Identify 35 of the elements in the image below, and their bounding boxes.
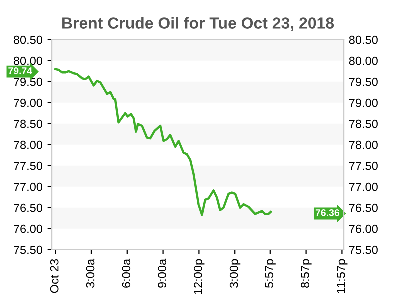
x-tick-label: 6:00a — [122, 258, 131, 288]
annotation: 76.36 — [316, 210, 340, 216]
y2-tick-label: 80.00 — [349, 56, 378, 66]
y-tick-label: 80.00 — [14, 56, 43, 66]
y-tick-label: 79.50 — [14, 78, 43, 86]
y2-tick-label: 78.50 — [349, 120, 378, 128]
y-tick-label: 77.50 — [14, 162, 43, 170]
y2-tick-label: 75.50 — [349, 246, 378, 254]
x-tick-label: 3:00a — [86, 258, 95, 288]
y-tick-label: 77.00 — [14, 182, 43, 192]
chart-title: Brent Crude Oil for Tue Oct 23, 2018 — [62, 17, 334, 32]
x-tick-label: 12:00p — [194, 259, 205, 294]
y-tick-label: 78.00 — [14, 140, 43, 150]
y2-tick-label: 79.50 — [349, 78, 378, 86]
y-tick-label: 79.00 — [14, 98, 43, 108]
x-tick-label: 5:57p — [265, 259, 276, 288]
y2-tick-label: 80.50 — [349, 36, 378, 44]
y-tick-label: 80.50 — [14, 36, 43, 44]
y2-tick-label: 77.50 — [349, 162, 378, 170]
y-tick-label: 75.50 — [14, 246, 43, 254]
y2-tick-label: 76.50 — [349, 204, 378, 212]
line-series — [54, 68, 272, 216]
x-tick-label: 3:00p — [230, 259, 241, 288]
x-tick-label: 11:57p — [337, 259, 348, 294]
y2-tick-label: 77.00 — [349, 182, 378, 192]
y-tick-label: 76.00 — [14, 224, 43, 234]
y-tick-label: 78.50 — [14, 120, 43, 128]
x-tick-label: 9:00a — [158, 258, 166, 288]
y-tick-label: 76.50 — [14, 204, 43, 212]
y2-tick-label: 79.00 — [349, 98, 378, 108]
y2-tick-label: 76.00 — [349, 224, 378, 234]
x-tick-label: 8:57p — [301, 259, 312, 288]
y2-tick-label: 78.00 — [349, 140, 378, 150]
x-tick-label: Oct 23 — [50, 259, 59, 294]
annotation: 79.74 — [8, 68, 33, 74]
